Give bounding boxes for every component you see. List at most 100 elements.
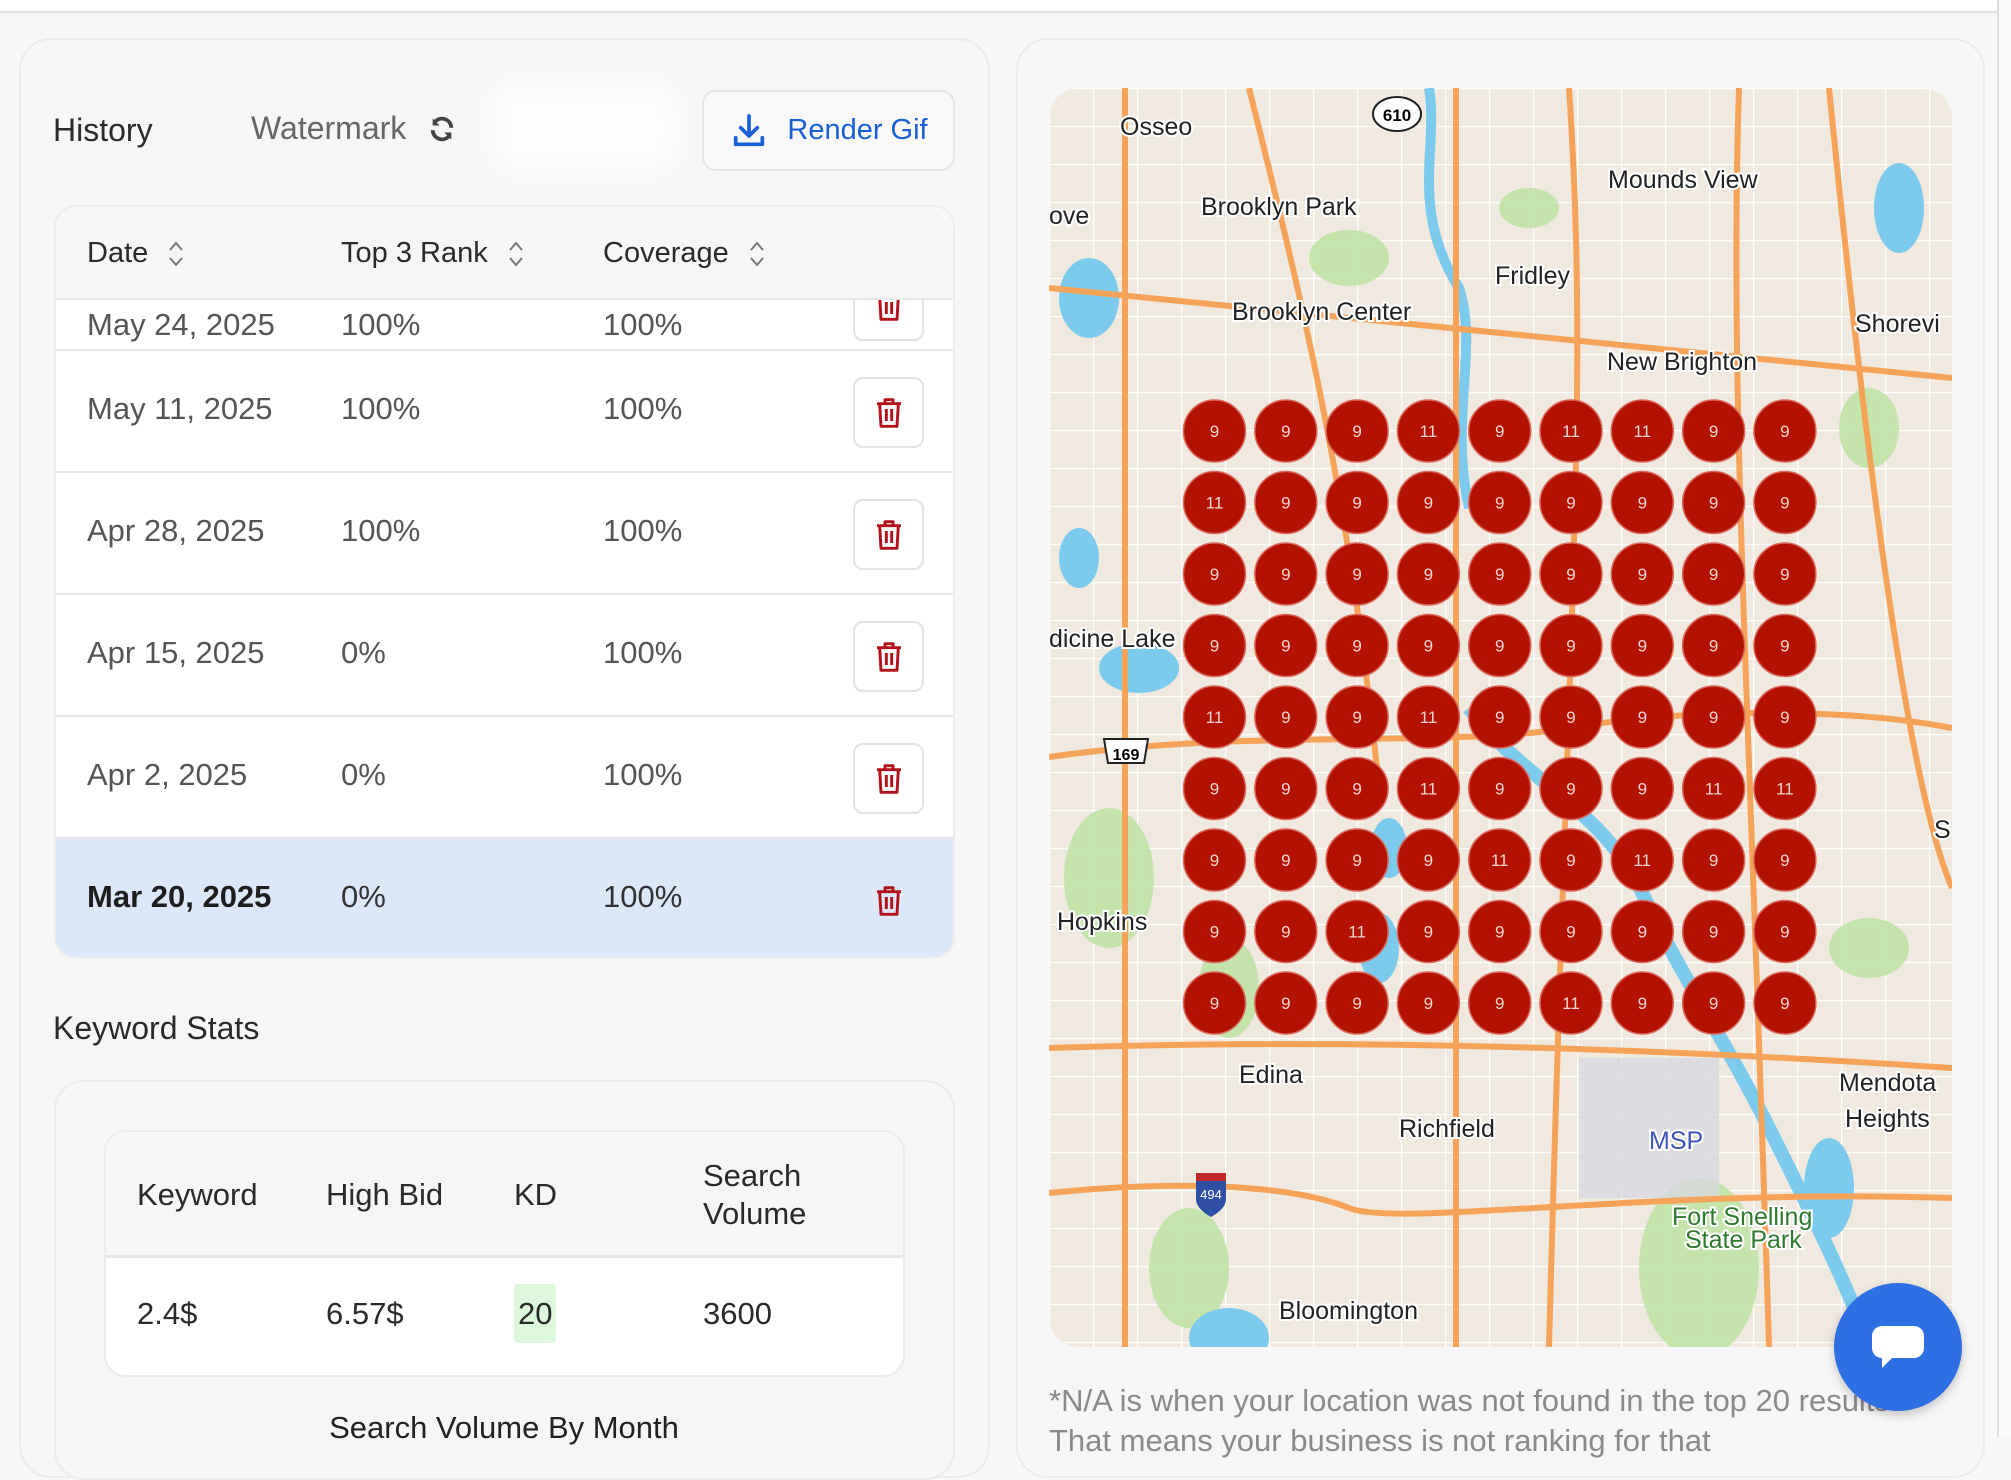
table-row[interactable]: Apr 2, 2025 0% 100%: [56, 717, 953, 839]
rank-marker[interactable]: 9: [1539, 756, 1603, 821]
rank-marker[interactable]: 9: [1254, 399, 1318, 463]
rank-marker[interactable]: 9: [1681, 685, 1746, 749]
rank-marker[interactable]: 11: [1396, 399, 1461, 463]
rank-marker[interactable]: 9: [1539, 828, 1603, 892]
delete-button[interactable]: [853, 621, 924, 692]
rank-marker[interactable]: 9: [1254, 971, 1318, 1035]
rank-marker[interactable]: 9: [1610, 470, 1675, 535]
rank-marker[interactable]: 9: [1681, 828, 1746, 892]
rank-marker[interactable]: 9: [1610, 971, 1675, 1035]
rank-marker[interactable]: 9: [1467, 685, 1532, 749]
rank-marker[interactable]: 9: [1467, 399, 1532, 463]
rank-marker[interactable]: 11: [1539, 399, 1603, 463]
rank-marker[interactable]: 11: [1396, 756, 1461, 821]
rank-marker[interactable]: 9: [1396, 828, 1461, 892]
rank-marker[interactable]: 9: [1681, 542, 1746, 606]
rank-marker[interactable]: 9: [1681, 470, 1746, 535]
rank-marker[interactable]: 11: [1325, 899, 1389, 964]
rank-marker[interactable]: 11: [1610, 399, 1675, 463]
rank-marker[interactable]: 9: [1610, 542, 1675, 606]
rank-marker[interactable]: 11: [1753, 756, 1817, 821]
rank-marker[interactable]: 9: [1254, 685, 1318, 749]
rank-marker[interactable]: 9: [1467, 971, 1532, 1035]
rank-marker[interactable]: 9: [1610, 899, 1675, 964]
rank-marker[interactable]: 9: [1539, 613, 1603, 678]
rank-marker[interactable]: 9: [1681, 399, 1746, 463]
rank-marker[interactable]: 9: [1254, 756, 1318, 821]
rank-marker[interactable]: 9: [1467, 613, 1532, 678]
rank-marker[interactable]: 9: [1681, 899, 1746, 964]
rank-marker[interactable]: 9: [1396, 899, 1461, 964]
refresh-icon[interactable]: [428, 115, 456, 143]
delete-button[interactable]: [853, 300, 924, 341]
table-row[interactable]: May 11, 2025 100% 100%: [56, 351, 953, 473]
rank-marker[interactable]: 9: [1467, 470, 1532, 535]
rank-marker[interactable]: 11: [1681, 756, 1746, 821]
rank-marker[interactable]: 9: [1753, 899, 1817, 964]
table-row[interactable]: May 24, 2025 100% 100%: [56, 300, 953, 351]
rank-grid-map[interactable]: Osseo Brooklyn Park Mounds View Fridley …: [1049, 88, 1952, 1347]
rank-marker[interactable]: 9: [1753, 828, 1817, 892]
rank-marker[interactable]: 9: [1182, 971, 1247, 1035]
rank-marker[interactable]: 9: [1396, 971, 1461, 1035]
rank-marker[interactable]: 9: [1753, 685, 1817, 749]
rank-marker[interactable]: 9: [1254, 470, 1318, 535]
rank-marker[interactable]: 9: [1325, 971, 1389, 1035]
rank-marker[interactable]: 9: [1610, 685, 1675, 749]
delete-button[interactable]: [853, 865, 924, 936]
rank-marker[interactable]: 9: [1539, 685, 1603, 749]
rank-marker[interactable]: 9: [1610, 756, 1675, 821]
rank-marker[interactable]: 9: [1753, 470, 1817, 535]
rank-marker[interactable]: 9: [1254, 828, 1318, 892]
sort-coverage[interactable]: Coverage: [603, 237, 765, 270]
rank-marker[interactable]: 9: [1325, 470, 1389, 535]
sort-date[interactable]: Date: [87, 237, 184, 270]
rank-marker[interactable]: 9: [1325, 756, 1389, 821]
rank-marker[interactable]: 9: [1396, 470, 1461, 535]
chat-button[interactable]: [1834, 1283, 1962, 1411]
rank-marker[interactable]: 9: [1254, 613, 1318, 678]
rank-marker[interactable]: 9: [1396, 542, 1461, 606]
rank-marker[interactable]: 9: [1182, 828, 1247, 892]
rank-marker[interactable]: 9: [1610, 613, 1675, 678]
rank-marker[interactable]: 9: [1182, 542, 1247, 606]
rank-marker[interactable]: 9: [1539, 470, 1603, 535]
rank-marker[interactable]: 11: [1182, 470, 1247, 535]
rank-marker[interactable]: 11: [1610, 828, 1675, 892]
rank-marker[interactable]: 11: [1467, 828, 1532, 892]
rank-marker[interactable]: 9: [1753, 613, 1817, 678]
rank-marker[interactable]: 9: [1681, 971, 1746, 1035]
delete-button[interactable]: [853, 743, 924, 814]
render-gif-button[interactable]: Render Gif: [702, 90, 955, 171]
rank-marker[interactable]: 9: [1753, 971, 1817, 1035]
rank-marker[interactable]: 9: [1467, 756, 1532, 821]
table-row[interactable]: Apr 28, 2025 100% 100%: [56, 473, 953, 595]
rank-marker[interactable]: 9: [1182, 399, 1247, 463]
rank-marker[interactable]: 9: [1182, 899, 1247, 964]
rank-marker[interactable]: 9: [1681, 613, 1746, 678]
rank-marker[interactable]: 11: [1182, 685, 1247, 749]
rank-marker[interactable]: 9: [1182, 756, 1247, 821]
table-row[interactable]: Apr 15, 2025 0% 100%: [56, 595, 953, 717]
rank-marker[interactable]: 9: [1467, 899, 1532, 964]
delete-button[interactable]: [853, 377, 924, 448]
rank-marker[interactable]: 9: [1539, 899, 1603, 964]
rank-marker[interactable]: 9: [1254, 899, 1318, 964]
rank-marker[interactable]: 9: [1396, 613, 1461, 678]
rank-marker[interactable]: 9: [1325, 613, 1389, 678]
rank-marker[interactable]: 9: [1467, 542, 1532, 606]
rank-marker[interactable]: 9: [1325, 828, 1389, 892]
table-row[interactable]: Mar 20, 2025 0% 100%: [56, 839, 953, 957]
rank-marker[interactable]: 11: [1396, 685, 1461, 749]
rank-marker[interactable]: 9: [1254, 542, 1318, 606]
rank-marker[interactable]: 9: [1182, 613, 1247, 678]
scrollbar[interactable]: [1997, 0, 2011, 1437]
watermark-toggle[interactable]: Watermark: [251, 110, 456, 147]
rank-marker[interactable]: 9: [1539, 542, 1603, 606]
rank-marker[interactable]: 9: [1325, 542, 1389, 606]
sort-top3-rank[interactable]: Top 3 Rank: [341, 237, 524, 270]
rank-marker[interactable]: 11: [1539, 971, 1603, 1035]
rank-marker[interactable]: 9: [1753, 542, 1817, 606]
rank-marker[interactable]: 9: [1753, 399, 1817, 463]
rank-marker[interactable]: 9: [1325, 685, 1389, 749]
